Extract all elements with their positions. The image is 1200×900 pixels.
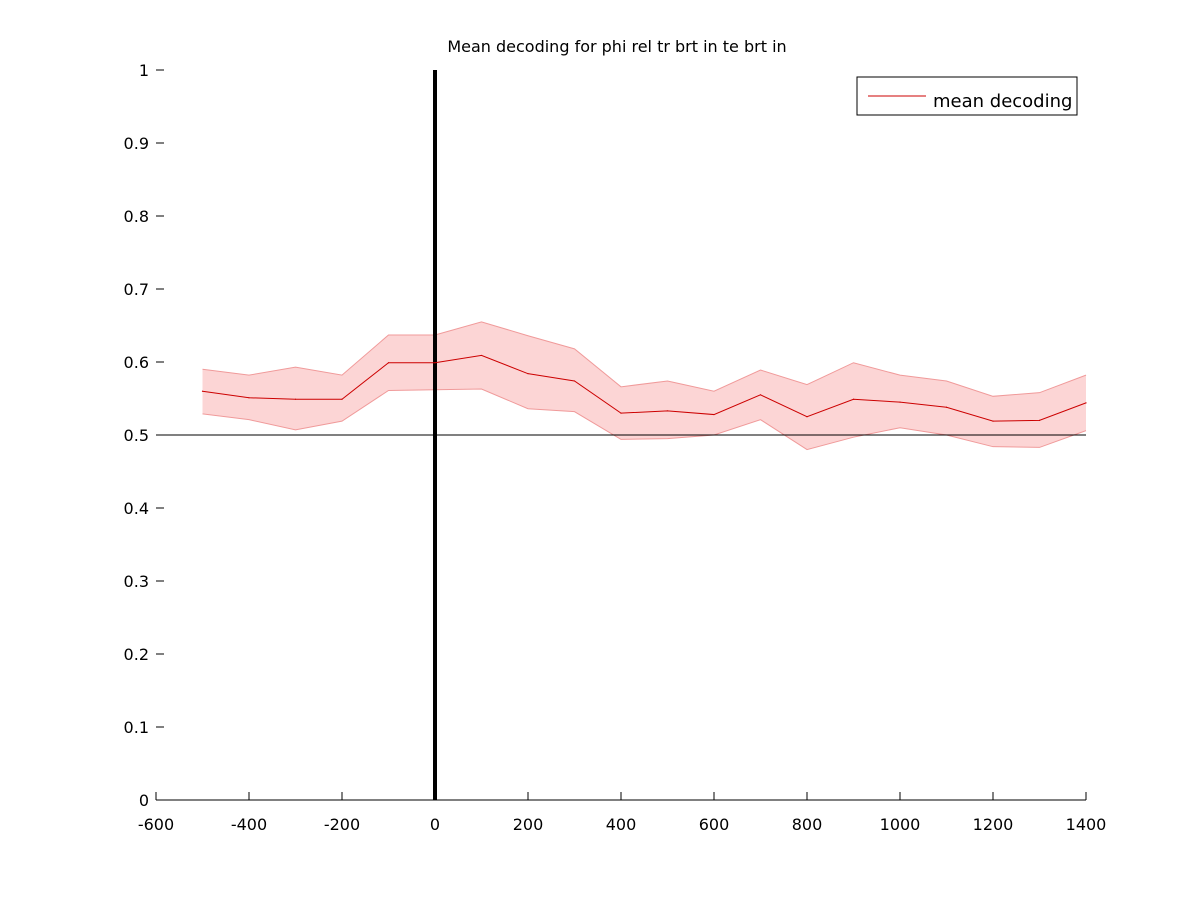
- confidence-band-layer: [202, 321, 1087, 451]
- x-tick-label: 400: [606, 815, 637, 834]
- data-point: [806, 416, 808, 418]
- x-tick-label: 200: [513, 815, 544, 834]
- data-point: [248, 397, 250, 399]
- x-tick-label: 600: [699, 815, 730, 834]
- data-point: [201, 390, 204, 392]
- x-tick-label: -600: [138, 815, 174, 834]
- y-tick-label: 0.1: [124, 718, 149, 737]
- y-tick-label: 1: [139, 61, 149, 80]
- x-tick-label: 1000: [880, 815, 921, 834]
- lower-bound-line: [202, 388, 1087, 451]
- data-point: [759, 394, 762, 396]
- x-tick-label: 0: [430, 815, 440, 834]
- mean-decoding-line: [202, 354, 1087, 422]
- x-tick-label: 1400: [1066, 815, 1107, 834]
- data-point: [1085, 402, 1087, 404]
- data-point: [852, 398, 855, 400]
- data-point: [945, 406, 948, 408]
- data-point: [434, 362, 436, 364]
- y-tick-label: 0.8: [124, 207, 149, 226]
- y-tick-label: 0.5: [124, 426, 149, 445]
- confidence-band: [202, 321, 1086, 450]
- x-tick-label: 1200: [973, 815, 1014, 834]
- data-point: [294, 398, 297, 400]
- data-point: [666, 410, 669, 412]
- data-point: [899, 401, 901, 403]
- x-tick-label: -200: [324, 815, 360, 834]
- y-tick-label: 0.7: [124, 280, 149, 299]
- y-tick-label: 0.3: [124, 572, 149, 591]
- y-tick-label: 0.9: [124, 134, 149, 153]
- y-tick-label: 0.4: [124, 499, 149, 518]
- x-tick-label: -400: [231, 815, 267, 834]
- x-tick-label: 800: [792, 815, 823, 834]
- chart-title: Mean decoding for phi rel tr brt in te b…: [447, 37, 786, 56]
- y-tick-label: 0.6: [124, 353, 149, 372]
- data-point: [1038, 419, 1041, 421]
- legend-label: mean decoding: [933, 91, 1072, 112]
- data-point: [713, 413, 715, 416]
- reference-lines: [156, 70, 1086, 800]
- axes: -600 -400 -200 0 200 400 600 800 1000 1200 1400 0 0.…: [124, 61, 1107, 834]
- data-point: [573, 380, 576, 382]
- series-line-layer: [201, 354, 1087, 422]
- data-point: [527, 373, 529, 375]
- data-point: [992, 420, 994, 422]
- data-point: [341, 398, 343, 400]
- upper-bound-line: [202, 321, 1087, 397]
- legend: mean decoding: [856, 76, 1078, 116]
- data-point: [387, 362, 390, 364]
- y-tick-label: 0.2: [124, 645, 149, 664]
- data-point: [480, 354, 483, 357]
- data-point: [620, 412, 622, 414]
- y-tick-label: 0: [139, 791, 149, 810]
